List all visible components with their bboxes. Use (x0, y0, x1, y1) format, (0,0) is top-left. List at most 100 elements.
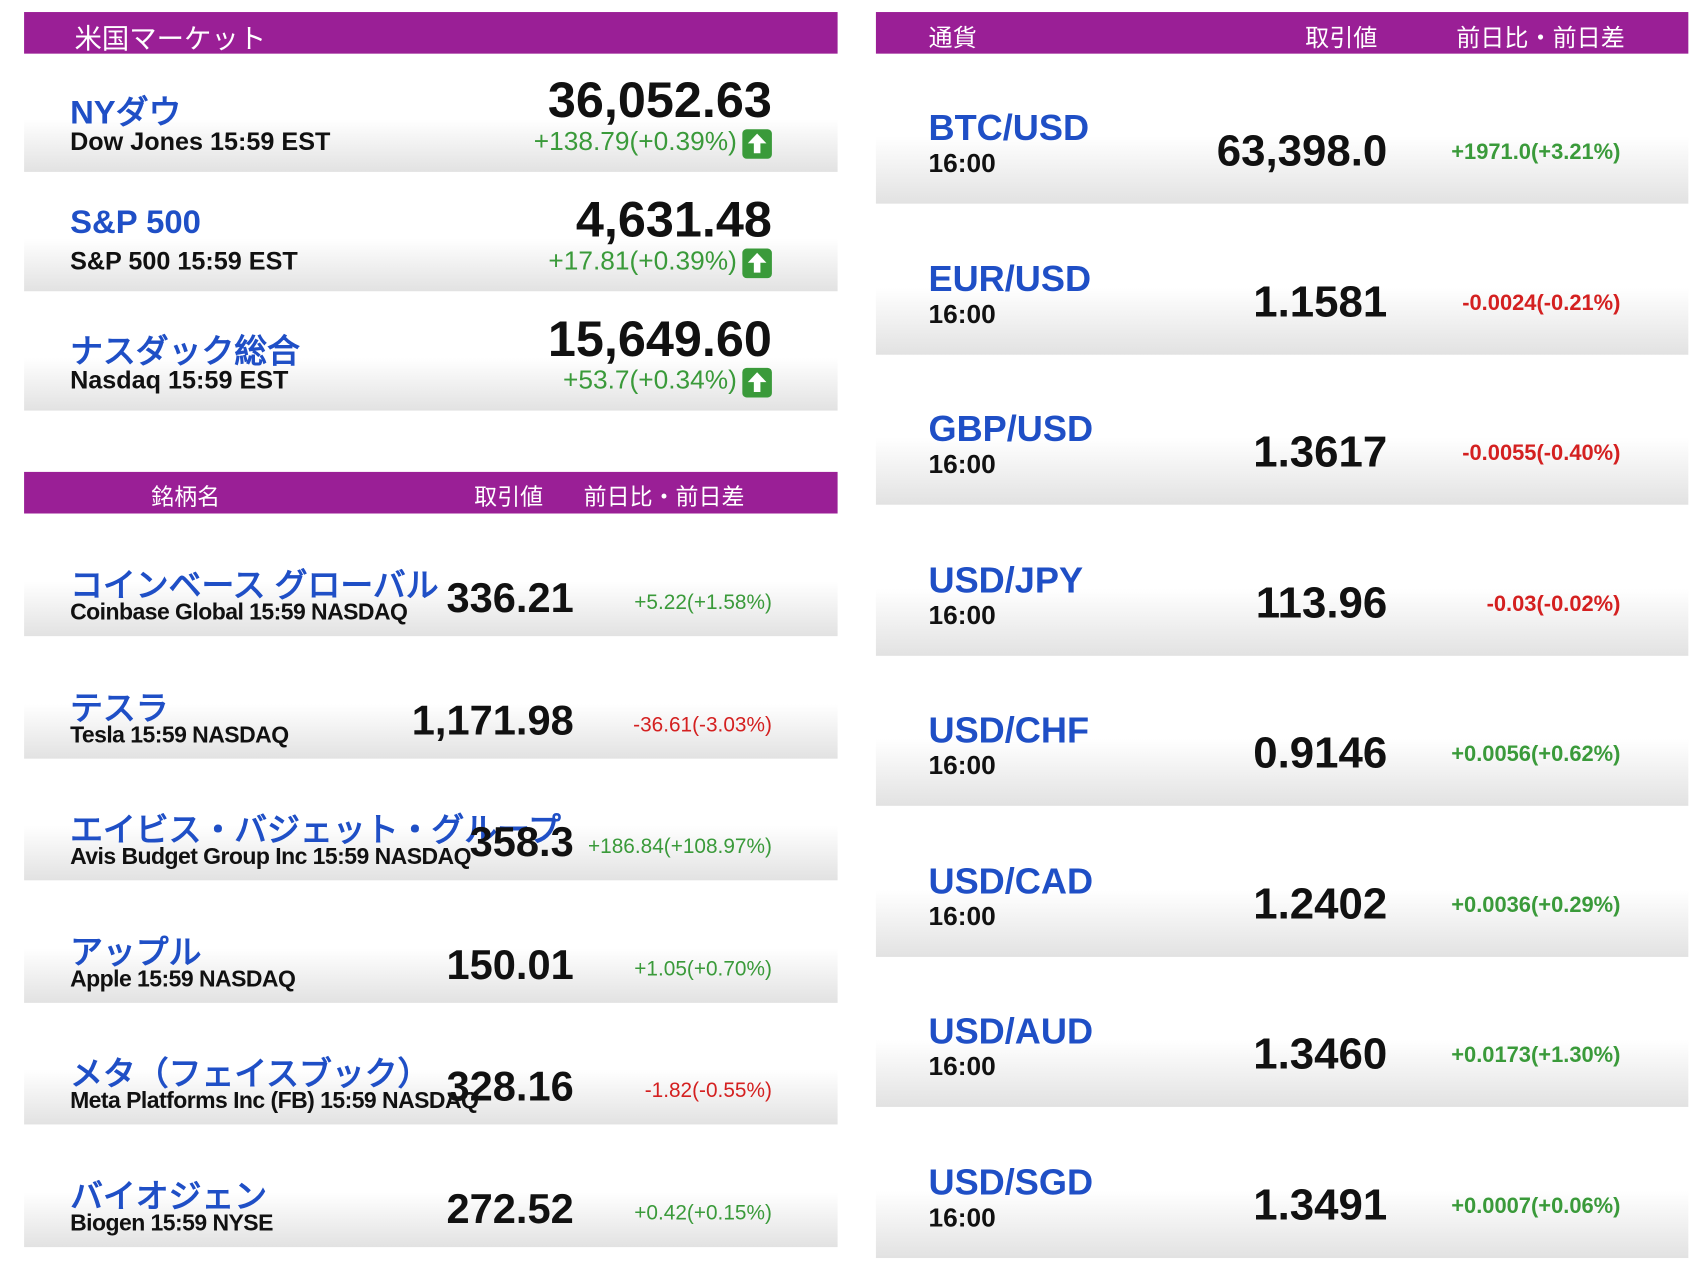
market-name: ナスダック総合 (70, 333, 301, 371)
header-bar: 米国マーケット (24, 12, 838, 55)
currency-value: 0.9146 (1253, 729, 1388, 778)
stock-sub: Tesla 15:59 NASDAQ (70, 722, 289, 748)
currency-name: USD/AUD (928, 1010, 1094, 1052)
currency-time: 16:00 (928, 901, 996, 932)
stock-name: テスラ (70, 690, 169, 727)
currency-change: +0.0056(+0.62%) (1451, 742, 1621, 767)
arrow (747, 252, 767, 273)
stock-row: コインベース グローバル Coinbase Global 15:59 NASDAQ… (24, 514, 838, 637)
stock-sub: Meta Platforms Inc (FB) 15:59 NASDAQ (70, 1088, 479, 1114)
currency-time: 16:00 (928, 1052, 996, 1082)
market-row: NYダウ Dow Jones 15:59 EST 36,052.63 +138.79(… (24, 54, 838, 172)
currency-change: -0.03(-0.02%) (1486, 591, 1621, 616)
currency-row: BTC/USD 16:00 63,398.0 +1971.0(+3.21%) (875, 54, 1689, 204)
currency-change: +0.0173(+1.30%) (1451, 1043, 1621, 1068)
stock-change: +0.42(+0.15%) (634, 1201, 772, 1225)
market-change: +17.81(+0.39%) (548, 246, 737, 276)
stock-change: -1.82(-0.55%) (644, 1079, 772, 1103)
currency-name: USD/SGD (928, 1161, 1094, 1202)
currency-row: USD/SGD 16:00 1.3491 +0.0007(+0.06%) (875, 1108, 1689, 1258)
currency-row: GBP/USD 16:00 1.3617 -0.0055(-0.40%) (875, 355, 1689, 505)
currency-value: 1.3460 (1253, 1030, 1388, 1079)
market-sub: S&P 500 15:59 EST (70, 246, 298, 275)
currency-name: USD/CAD (928, 860, 1094, 901)
stock-sub: Avis Budget Group Inc 15:59 NASDAQ (70, 844, 471, 870)
currency-name: USD/CHF (928, 709, 1090, 751)
market-change: +138.79(+0.39%) (533, 127, 737, 157)
stock-name: バイオジェン (70, 1178, 268, 1215)
stock-value: 336.21 (446, 575, 574, 622)
stock-change: -36.61(-3.03%) (633, 713, 772, 737)
currency-value: 1.2402 (1253, 879, 1388, 928)
header-bar: 通貨 取引値 前日比・前日差 (875, 12, 1689, 54)
currency-value: 1.3491 (1253, 1180, 1388, 1230)
market-value: 36,052.63 (547, 71, 772, 129)
currency-name: BTC/USD (928, 107, 1090, 148)
stock-change: +5.22(+1.58%) (634, 591, 772, 615)
stock-row: エイビス・バジェット・グループ Avis Budget Group Inc 15:… (24, 758, 838, 881)
market-row: ナスダック総合 Nasdaq 15:59 EST 15,649.60 +53.7(+0… (24, 293, 838, 411)
stock-change: +186.84(+108.97%) (587, 835, 772, 859)
stock-name: メタ（フェイスブック） (70, 1056, 431, 1093)
stock-name: アップル (70, 934, 202, 971)
market-name: S&P 500 (70, 204, 201, 241)
currency-value: 113.96 (1255, 578, 1388, 627)
currency-change: +1971.0(+3.21%) (1451, 140, 1621, 165)
stock-sub: Apple 15:59 NASDAQ (70, 966, 296, 992)
market-name: NYダウ (70, 95, 182, 132)
header-bar: 銘柄名 取引値 前日比・前日差 (24, 471, 838, 514)
currency-time: 16:00 (928, 751, 996, 781)
up-arrow-icon (742, 248, 772, 279)
header-label: 通貨 (928, 24, 977, 52)
currency-time: 16:00 (928, 450, 996, 480)
currency-row: USD/CHF 16:00 0.9146 +0.0056(+0.62%) (875, 656, 1689, 806)
market-change: +53.7(+0.34%) (563, 365, 737, 396)
market-sub: Dow Jones 15:59 EST (70, 127, 331, 156)
currency-time: 16:00 (928, 1202, 996, 1233)
stock-sub: Biogen 15:59 NYSE (70, 1210, 273, 1236)
stock-name: エイビス・バジェット・グループ (70, 812, 561, 849)
stock-value: 1,171.98 (411, 697, 574, 744)
currency-change: +0.0036(+0.29%) (1451, 892, 1621, 917)
stock-name: コインベース グローバル (70, 568, 439, 605)
currency-change: +0.0007(+0.06%) (1451, 1193, 1621, 1219)
currency-name: USD/JPY (928, 558, 1084, 600)
market-row: S&P 500 S&P 500 15:59 EST 4,631.48 +17.81(+… (24, 174, 838, 292)
stock-change: +1.05(+0.70%) (634, 957, 772, 981)
currency-time: 16:00 (928, 148, 996, 179)
currency-name: GBP/USD (928, 408, 1094, 449)
header-label: 前日比・前日差 (583, 485, 745, 511)
currency-row: USD/JPY 16:00 113.96 -0.03(-0.02%) (875, 506, 1689, 656)
market-value: 15,649.60 (547, 309, 772, 367)
stock-row: アップル Apple 15:59 NASDAQ 150.01 +1.05(+0.70%… (24, 880, 838, 1003)
header-label: 銘柄名 (151, 485, 221, 511)
arrow (747, 133, 767, 154)
stock-row: テスラ Tesla 15:59 NASDAQ 1,171.98 -36.61(-3.0… (24, 636, 838, 759)
currency-name: EUR/USD (928, 257, 1092, 299)
currency-value: 1.1581 (1253, 277, 1388, 326)
up-arrow-icon (742, 367, 772, 398)
stock-sub: Coinbase Global 15:59 NASDAQ (70, 600, 408, 626)
currency-value: 63,398.0 (1216, 127, 1388, 176)
header-title: 米国マーケット (74, 24, 267, 55)
stock-value: 272.52 (446, 1186, 574, 1233)
stock-value: 328.16 (446, 1064, 574, 1111)
currency-row: USD/CAD 16:00 1.2402 +0.0036(+0.29%) (875, 807, 1689, 957)
arrow (747, 372, 767, 392)
currency-change: -0.0024(-0.21%) (1462, 290, 1621, 315)
market-sub: Nasdaq 15:59 EST (70, 365, 289, 395)
market-value: 4,631.48 (575, 190, 772, 248)
currency-row: EUR/USD 16:00 1.1581 -0.0024(-0.21%) (875, 205, 1689, 355)
up-arrow-icon (742, 129, 772, 159)
currency-time: 16:00 (928, 600, 996, 631)
stock-value: 358.3 (469, 820, 574, 867)
currency-row: USD/AUD 16:00 1.3460 +0.0173(+1.30%) (875, 958, 1689, 1107)
stock-value: 150.01 (446, 942, 574, 989)
currency-change: -0.0055(-0.40%) (1462, 441, 1621, 466)
currency-value: 1.3617 (1253, 428, 1388, 477)
stock-row: バイオジェン Biogen 15:59 NYSE 272.52 +0.42(+0.15… (24, 1125, 838, 1247)
header-label: 取引値 (474, 485, 544, 511)
currency-time: 16:00 (928, 299, 996, 330)
